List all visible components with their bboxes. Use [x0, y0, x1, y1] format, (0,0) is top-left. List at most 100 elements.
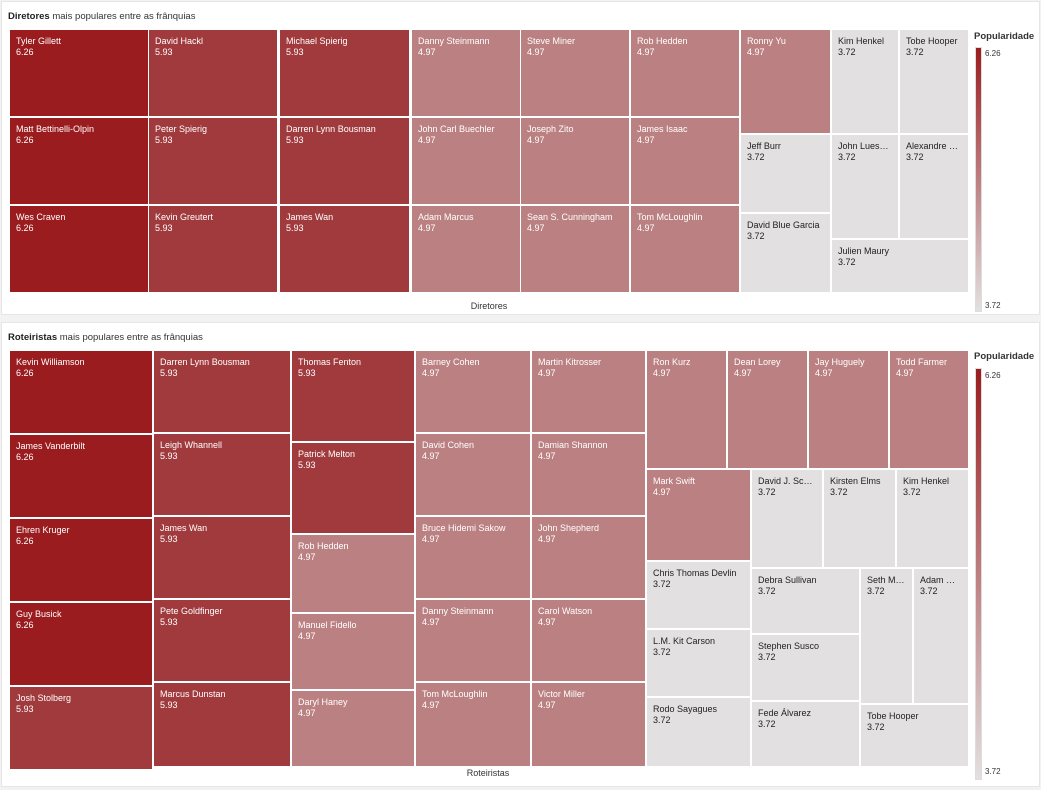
treemap-tile[interactable]: Peter Spierig 5.93: [148, 117, 278, 205]
treemap-tile-value: 3.72: [867, 722, 885, 732]
treemap-tile[interactable]: James Wan 5.93: [153, 516, 291, 599]
treemap-tile[interactable]: Martin Kitrosser 4.97: [531, 350, 646, 433]
treemap-tile[interactable]: Kevin Williamson 6.26: [9, 350, 153, 434]
treemap-tile[interactable]: Carol Watson 4.97: [531, 599, 646, 682]
treemap-tile[interactable]: Kim Henkel 3.72: [896, 469, 969, 568]
treemap-tile-label: Pete Goldfinger: [160, 606, 223, 616]
treemap-tile[interactable]: James Vanderbilt 6.26: [9, 434, 153, 518]
treemap-tile[interactable]: Barney Cohen 4.97: [415, 350, 531, 433]
treemap-tile[interactable]: Manuel Fidello 4.97: [291, 613, 415, 690]
treemap-tile-value: 3.72: [758, 487, 776, 497]
treemap-tile-label: Wes Craven: [16, 212, 66, 222]
treemap-tile-value: 3.72: [747, 152, 765, 162]
treemap-tile[interactable]: Kevin Greutert 5.93: [148, 205, 278, 293]
treemap-tile-label: Thomas Fenton: [298, 357, 362, 367]
treemap-tile[interactable]: John Luess… 3.72: [831, 134, 899, 239]
treemap-tile[interactable]: Julien Maury 3.72: [831, 239, 969, 293]
treemap-tile[interactable]: Steve Miner 4.97: [520, 29, 630, 117]
treemap-tile[interactable]: Tyler Gillett 6.26: [9, 29, 150, 117]
treemap-tile-value: 5.93: [160, 534, 178, 544]
treemap-tile-value: 5.93: [298, 368, 316, 378]
treemap-tile[interactable]: Darren Lynn Bousman 5.93: [279, 117, 410, 205]
treemap-tile[interactable]: Danny Steinmann 4.97: [411, 29, 521, 117]
treemap-tile[interactable]: Debra Sullivan 3.72: [751, 568, 860, 634]
treemap-tile-value: 4.97: [418, 135, 436, 145]
treemap-tile-value: 6.26: [16, 536, 34, 546]
treemap-tile-label: Kevin Williamson: [16, 357, 85, 367]
treemap-tile[interactable]: Jay Huguely 4.97: [808, 350, 889, 469]
treemap-tile[interactable]: Tom McLoughlin 4.97: [630, 205, 740, 293]
treemap-tile-label: James Wan: [286, 212, 334, 222]
treemap-tile[interactable]: Matt Bettinelli-Olpin 6.26: [9, 117, 150, 205]
treemap-tile-value: 3.72: [838, 47, 856, 57]
treemap-tile-label: Carol Watson: [538, 606, 593, 616]
treemap-tile[interactable]: L.M. Kit Carson 3.72: [646, 629, 751, 697]
treemap-tile[interactable]: John Carl Buechler 4.97: [411, 117, 521, 205]
treemap-tile[interactable]: Dean Lorey 4.97: [727, 350, 808, 469]
treemap-tile[interactable]: David J. Sch… 3.72: [751, 469, 823, 568]
treemap-tile[interactable]: Tobe Hooper 3.72: [860, 704, 969, 767]
treemap-tile-label: John Shepherd: [538, 523, 600, 533]
treemap-tile[interactable]: Leigh Whannell 5.93: [153, 433, 291, 516]
treemap-tile-value: 3.72: [906, 47, 924, 57]
treemap-tile-label: James Isaac: [637, 124, 688, 134]
treemap-tile[interactable]: Alexandre … 3.72: [899, 134, 969, 239]
treemap-tile[interactable]: Victor Miller 4.97: [531, 682, 646, 767]
treemap-tile[interactable]: David Blue Garcia 3.72: [740, 213, 831, 293]
treemap-tile[interactable]: Darren Lynn Bousman 5.93: [153, 350, 291, 433]
treemap-tile[interactable]: Jeff Burr 3.72: [740, 134, 831, 213]
treemap-tile-value: 4.97: [637, 223, 655, 233]
treemap-tile[interactable]: David Hackl 5.93: [148, 29, 278, 117]
treemap-tile[interactable]: Rob Hedden 4.97: [291, 534, 415, 613]
treemap-tile[interactable]: Todd Farmer 4.97: [889, 350, 969, 469]
treemap-tile[interactable]: Adam Marcus 4.97: [411, 205, 521, 293]
treemap-tile-label: Tom McLoughlin: [422, 689, 488, 699]
treemap-tile[interactable]: Mark Swift 4.97: [646, 469, 751, 561]
treemap-tile[interactable]: Ronny Yu 4.97: [740, 29, 831, 134]
treemap-tile[interactable]: Pete Goldfinger 5.93: [153, 599, 291, 682]
treemap-tile-label: Damian Shannon: [538, 440, 608, 450]
treemap-tile[interactable]: Fede Álvarez 3.72: [751, 701, 860, 767]
treemap-tile[interactable]: Stephen Susco 3.72: [751, 634, 860, 701]
treemap-tile-label: Matt Bettinelli-Olpin: [16, 124, 95, 134]
treemap-tile[interactable]: Patrick Melton 5.93: [291, 442, 415, 534]
treemap-tile-value: 5.93: [155, 135, 173, 145]
treemap-tile[interactable]: Sean S. Cunningham 4.97: [520, 205, 630, 293]
treemap-tile[interactable]: Kim Henkel 3.72: [831, 29, 899, 134]
treemap-tile-label: Kim Henkel: [903, 476, 950, 486]
treemap-tile[interactable]: Wes Craven 6.26: [9, 205, 150, 293]
treemap-tile[interactable]: Bruce Hidemi Sakow 4.97: [415, 516, 531, 599]
treemap-tile[interactable]: Daryl Haney 4.97: [291, 690, 415, 767]
treemap-tile[interactable]: Ron Kurz 4.97: [646, 350, 727, 469]
treemap-tile[interactable]: John Shepherd 4.97: [531, 516, 646, 599]
treemap-tile[interactable]: Thomas Fenton 5.93: [291, 350, 415, 442]
treemap-tile-value: 4.97: [527, 47, 545, 57]
treemap-tile[interactable]: Tobe Hooper 3.72: [899, 29, 969, 134]
treemap-tile[interactable]: Kirsten Elms 3.72: [823, 469, 896, 568]
treemap-tile-value: 3.72: [758, 652, 776, 662]
treemap-tile-value: 5.93: [298, 460, 316, 470]
treemap-tile-value: 5.93: [155, 223, 173, 233]
treemap-tile-value: 4.97: [298, 631, 316, 641]
treemap-tile[interactable]: Rob Hedden 4.97: [630, 29, 740, 117]
treemap-tile[interactable]: David Cohen 4.97: [415, 433, 531, 516]
treemap-tile[interactable]: Seth M… 3.72: [860, 568, 913, 704]
treemap-tile[interactable]: Michael Spierig 5.93: [279, 29, 410, 117]
treemap-tile[interactable]: Damian Shannon 4.97: [531, 433, 646, 516]
treemap-tile[interactable]: Danny Steinmann 4.97: [415, 599, 531, 682]
treemap-tile[interactable]: Guy Busick 6.26: [9, 602, 153, 686]
treemap-tile[interactable]: Rodo Sayagues 3.72: [646, 697, 751, 767]
treemap-tile[interactable]: Adam … 3.72: [913, 568, 969, 704]
treemap-tile-value: 4.97: [418, 47, 436, 57]
treemap-tile[interactable]: James Isaac 4.97: [630, 117, 740, 205]
treemap-tile-value: 5.93: [160, 368, 178, 378]
treemap-tile[interactable]: Marcus Dunstan 5.93: [153, 682, 291, 767]
treemap-tile[interactable]: Ehren Kruger 6.26: [9, 518, 153, 602]
treemap-tile-value: 3.72: [906, 152, 924, 162]
treemap-tile[interactable]: James Wan 5.93: [279, 205, 410, 293]
treemap-tile-label: Ronny Yu: [747, 36, 786, 46]
treemap-tile[interactable]: Chris Thomas Devlin 3.72: [646, 561, 751, 629]
treemap-tile[interactable]: Joseph Zito 4.97: [520, 117, 630, 205]
treemap-tile[interactable]: Tom McLoughlin 4.97: [415, 682, 531, 767]
treemap-tile[interactable]: Josh Stolberg 5.93: [9, 686, 153, 770]
